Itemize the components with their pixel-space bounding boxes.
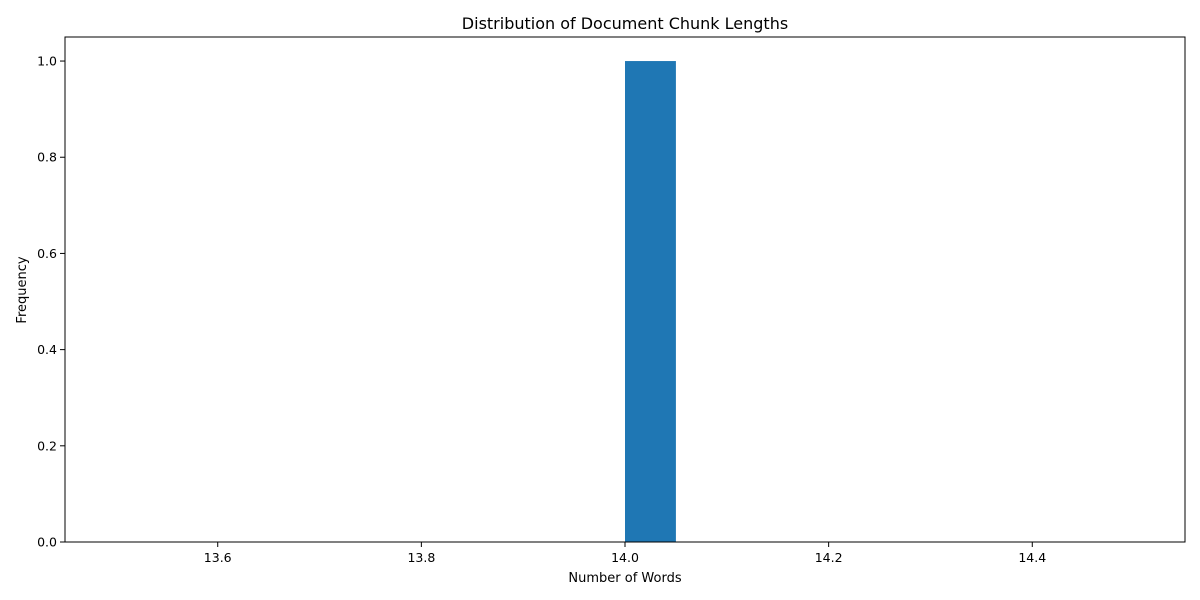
chart-title: Distribution of Document Chunk Lengths <box>462 14 788 33</box>
x-tick-label: 14.4 <box>1018 550 1046 565</box>
y-tick-label: 1.0 <box>37 54 57 69</box>
y-tick-label: 0.0 <box>37 535 57 550</box>
x-tick-label: 13.6 <box>204 550 232 565</box>
y-tick-label: 0.2 <box>37 438 57 453</box>
x-axis-label: Number of Words <box>568 571 681 586</box>
y-tick-label: 0.6 <box>37 246 57 261</box>
x-tick-label: 13.8 <box>407 550 435 565</box>
y-tick-label: 0.4 <box>37 342 57 357</box>
y-axis-label: Frequency <box>15 256 30 323</box>
y-axis-ticks: 0.0 0.2 0.4 0.6 0.8 1.0 <box>37 54 65 550</box>
x-tick-label: 14.0 <box>611 550 639 565</box>
y-tick-label: 0.8 <box>37 150 57 165</box>
bars-group <box>625 61 676 543</box>
histogram-bar-0 <box>625 61 676 543</box>
x-axis-ticks: 13.6 13.8 14.0 14.2 14.4 <box>204 542 1046 565</box>
x-tick-label: 14.2 <box>815 550 843 565</box>
